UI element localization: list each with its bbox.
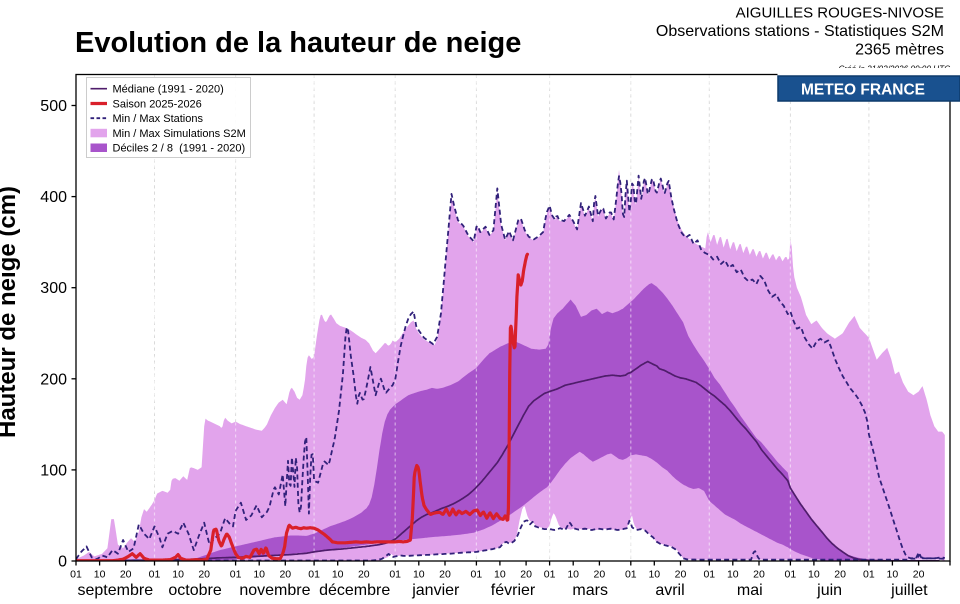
svg-text:Observations stations - Statis: Observations stations - Statistiques S2M — [656, 23, 944, 40]
svg-text:janvier: janvier — [411, 582, 460, 599]
svg-text:20: 20 — [753, 569, 765, 581]
svg-text:01: 01 — [308, 569, 320, 581]
svg-text:Déciles 2 / 8 (1991 - 2020): Déciles 2 / 8 (1991 - 2020) — [113, 143, 246, 155]
svg-text:avril: avril — [655, 582, 684, 599]
svg-text:10: 10 — [727, 569, 739, 581]
svg-text:01: 01 — [544, 569, 556, 581]
svg-text:septembre: septembre — [78, 582, 154, 599]
svg-text:10: 10 — [887, 569, 899, 581]
svg-text:Min / Max Stations: Min / Max Stations — [113, 113, 204, 125]
svg-text:juillet: juillet — [890, 582, 928, 599]
svg-text:01: 01 — [625, 569, 637, 581]
svg-text:20: 20 — [594, 569, 606, 581]
svg-text:01: 01 — [863, 569, 875, 581]
svg-text:20: 20 — [675, 569, 687, 581]
svg-text:2365 mètres: 2365 mètres — [855, 42, 944, 59]
svg-text:mars: mars — [572, 582, 608, 599]
svg-text:AIGUILLES ROUGES-NIVOSE: AIGUILLES ROUGES-NIVOSE — [736, 5, 944, 22]
svg-text:10: 10 — [494, 569, 506, 581]
svg-text:20: 20 — [913, 569, 925, 581]
svg-text:0: 0 — [58, 554, 67, 571]
svg-text:Hauteur de neige (cm): Hauteur de neige (cm) — [0, 186, 21, 438]
svg-text:10: 10 — [808, 569, 820, 581]
svg-text:01: 01 — [70, 569, 82, 581]
svg-text:01: 01 — [471, 569, 483, 581]
svg-text:500: 500 — [40, 98, 67, 115]
svg-text:20: 20 — [279, 569, 291, 581]
svg-text:10: 10 — [172, 569, 184, 581]
svg-text:10: 10 — [567, 569, 579, 581]
svg-text:01: 01 — [703, 569, 715, 581]
svg-text:300: 300 — [40, 280, 67, 297]
svg-text:mai: mai — [737, 582, 763, 599]
svg-text:Min / Max Simulations S2M: Min / Max Simulations S2M — [113, 128, 246, 140]
svg-text:METEO FRANCE: METEO FRANCE — [801, 82, 925, 99]
svg-text:février: février — [491, 582, 536, 599]
svg-text:décembre: décembre — [319, 582, 390, 599]
svg-text:octobre: octobre — [168, 582, 221, 599]
svg-text:10: 10 — [332, 569, 344, 581]
svg-text:novembre: novembre — [239, 582, 310, 599]
svg-text:Saison 2025-2026: Saison 2025-2026 — [113, 99, 202, 111]
svg-text:10: 10 — [253, 569, 265, 581]
svg-text:20: 20 — [834, 569, 846, 581]
svg-text:200: 200 — [40, 371, 67, 388]
svg-text:10: 10 — [94, 569, 106, 581]
svg-text:10: 10 — [413, 569, 425, 581]
svg-text:20: 20 — [198, 569, 210, 581]
svg-text:Médiane (1991 - 2020): Médiane (1991 - 2020) — [113, 84, 224, 96]
svg-text:20: 20 — [520, 569, 532, 581]
svg-text:01: 01 — [785, 569, 797, 581]
svg-text:10: 10 — [648, 569, 660, 581]
svg-text:juin: juin — [816, 582, 842, 599]
svg-text:20: 20 — [439, 569, 451, 581]
svg-text:20: 20 — [358, 569, 370, 581]
svg-text:400: 400 — [40, 189, 67, 206]
svg-text:100: 100 — [40, 462, 67, 479]
svg-text:01: 01 — [230, 569, 242, 581]
svg-text:Evolution de la hauteur de nei: Evolution de la hauteur de neige — [75, 27, 521, 59]
svg-text:01: 01 — [389, 569, 401, 581]
svg-text:01: 01 — [149, 569, 161, 581]
svg-text:20: 20 — [120, 569, 132, 581]
